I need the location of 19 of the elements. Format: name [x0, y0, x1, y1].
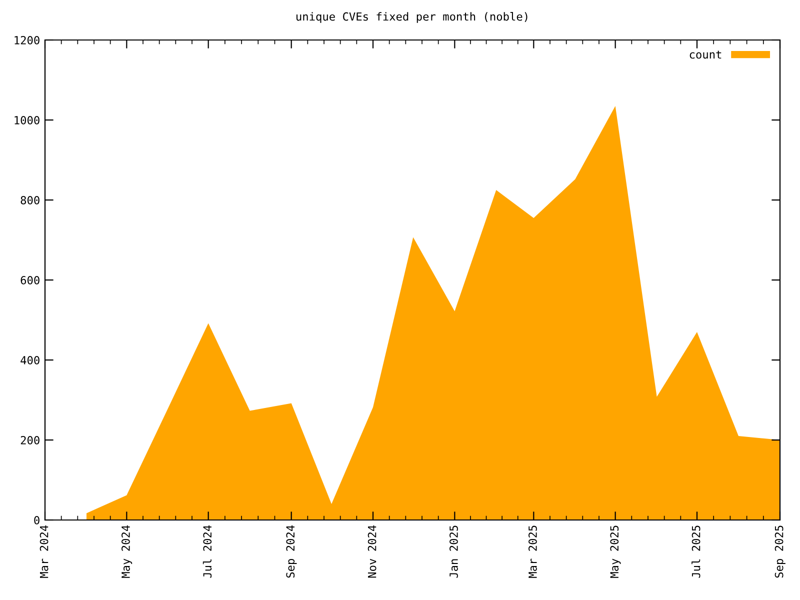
x-tick-label: Jul 2025 — [692, 526, 700, 578]
x-tick-label: Jul 2024 — [202, 525, 212, 578]
y-tick-label: 400 — [20, 356, 40, 364]
y-tick-label: 200 — [20, 436, 40, 444]
y-tick-label: 1200 — [14, 36, 40, 44]
x-tick-label: Nov 2024 — [368, 525, 376, 578]
x-tick-label: Mar 2025 — [528, 526, 537, 578]
y-tick-label: 600 — [20, 276, 40, 284]
y-tick-label: 0 — [34, 516, 40, 524]
legend-label: count — [690, 50, 722, 59]
x-tick-label: May 2024 — [122, 525, 132, 578]
y-tick-label: 800 — [20, 196, 40, 204]
x-tick-label: Mar 2024 — [40, 525, 48, 578]
y-tick-label: 1000 — [14, 116, 40, 124]
chart-title: unique CVEs fixed per month (noble) — [296, 12, 528, 23]
x-tick-label: Sep 2024 — [286, 525, 297, 578]
x-tick-label: May 2025 — [610, 526, 621, 578]
x-tick-label: Sep 2025 — [774, 526, 786, 578]
x-tick-label: Jan 2025 — [450, 526, 458, 578]
